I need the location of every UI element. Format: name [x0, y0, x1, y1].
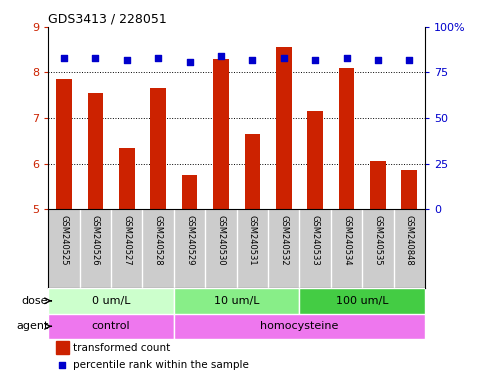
- Point: [217, 53, 225, 59]
- Bar: [56, 341, 69, 354]
- Text: GSM240531: GSM240531: [248, 215, 257, 266]
- Text: GSM240529: GSM240529: [185, 215, 194, 266]
- Text: dose: dose: [22, 296, 48, 306]
- Text: 0 um/L: 0 um/L: [92, 296, 130, 306]
- Bar: [48, 314, 174, 339]
- Text: GSM240535: GSM240535: [373, 215, 383, 266]
- Bar: [150, 88, 166, 209]
- Text: GDS3413 / 228051: GDS3413 / 228051: [48, 13, 167, 26]
- Bar: [276, 47, 292, 209]
- Bar: [401, 170, 417, 209]
- Text: agent: agent: [16, 321, 48, 331]
- Text: percentile rank within the sample: percentile rank within the sample: [73, 360, 249, 370]
- Point: [280, 55, 288, 61]
- Bar: [299, 288, 425, 314]
- Bar: [87, 93, 103, 209]
- Bar: [370, 161, 386, 209]
- Bar: [339, 68, 355, 209]
- Bar: [244, 134, 260, 209]
- Point: [60, 55, 68, 61]
- Bar: [48, 288, 174, 314]
- Point: [155, 55, 162, 61]
- Point: [249, 56, 256, 63]
- Point: [185, 58, 193, 65]
- Bar: [213, 59, 229, 209]
- Point: [343, 55, 351, 61]
- Text: GSM240528: GSM240528: [154, 215, 163, 266]
- Text: GSM240525: GSM240525: [59, 215, 69, 266]
- Text: GSM240848: GSM240848: [405, 215, 414, 266]
- Point: [374, 56, 382, 63]
- Text: transformed count: transformed count: [73, 343, 170, 353]
- Text: homocysteine: homocysteine: [260, 321, 339, 331]
- Point: [123, 56, 130, 63]
- Point: [92, 55, 99, 61]
- Text: GSM240530: GSM240530: [216, 215, 226, 266]
- Text: GSM240534: GSM240534: [342, 215, 351, 266]
- Bar: [119, 147, 135, 209]
- Bar: [182, 175, 198, 209]
- Bar: [307, 111, 323, 209]
- Text: 100 um/L: 100 um/L: [336, 296, 388, 306]
- Bar: [56, 79, 72, 209]
- Text: GSM240527: GSM240527: [122, 215, 131, 266]
- Text: 10 um/L: 10 um/L: [214, 296, 259, 306]
- Bar: [174, 288, 299, 314]
- Text: GSM240533: GSM240533: [311, 215, 320, 266]
- Text: control: control: [92, 321, 130, 331]
- Point: [406, 56, 413, 63]
- Text: GSM240526: GSM240526: [91, 215, 100, 266]
- Bar: [174, 314, 425, 339]
- Text: GSM240532: GSM240532: [279, 215, 288, 266]
- Point: [58, 362, 66, 368]
- Point: [312, 56, 319, 63]
